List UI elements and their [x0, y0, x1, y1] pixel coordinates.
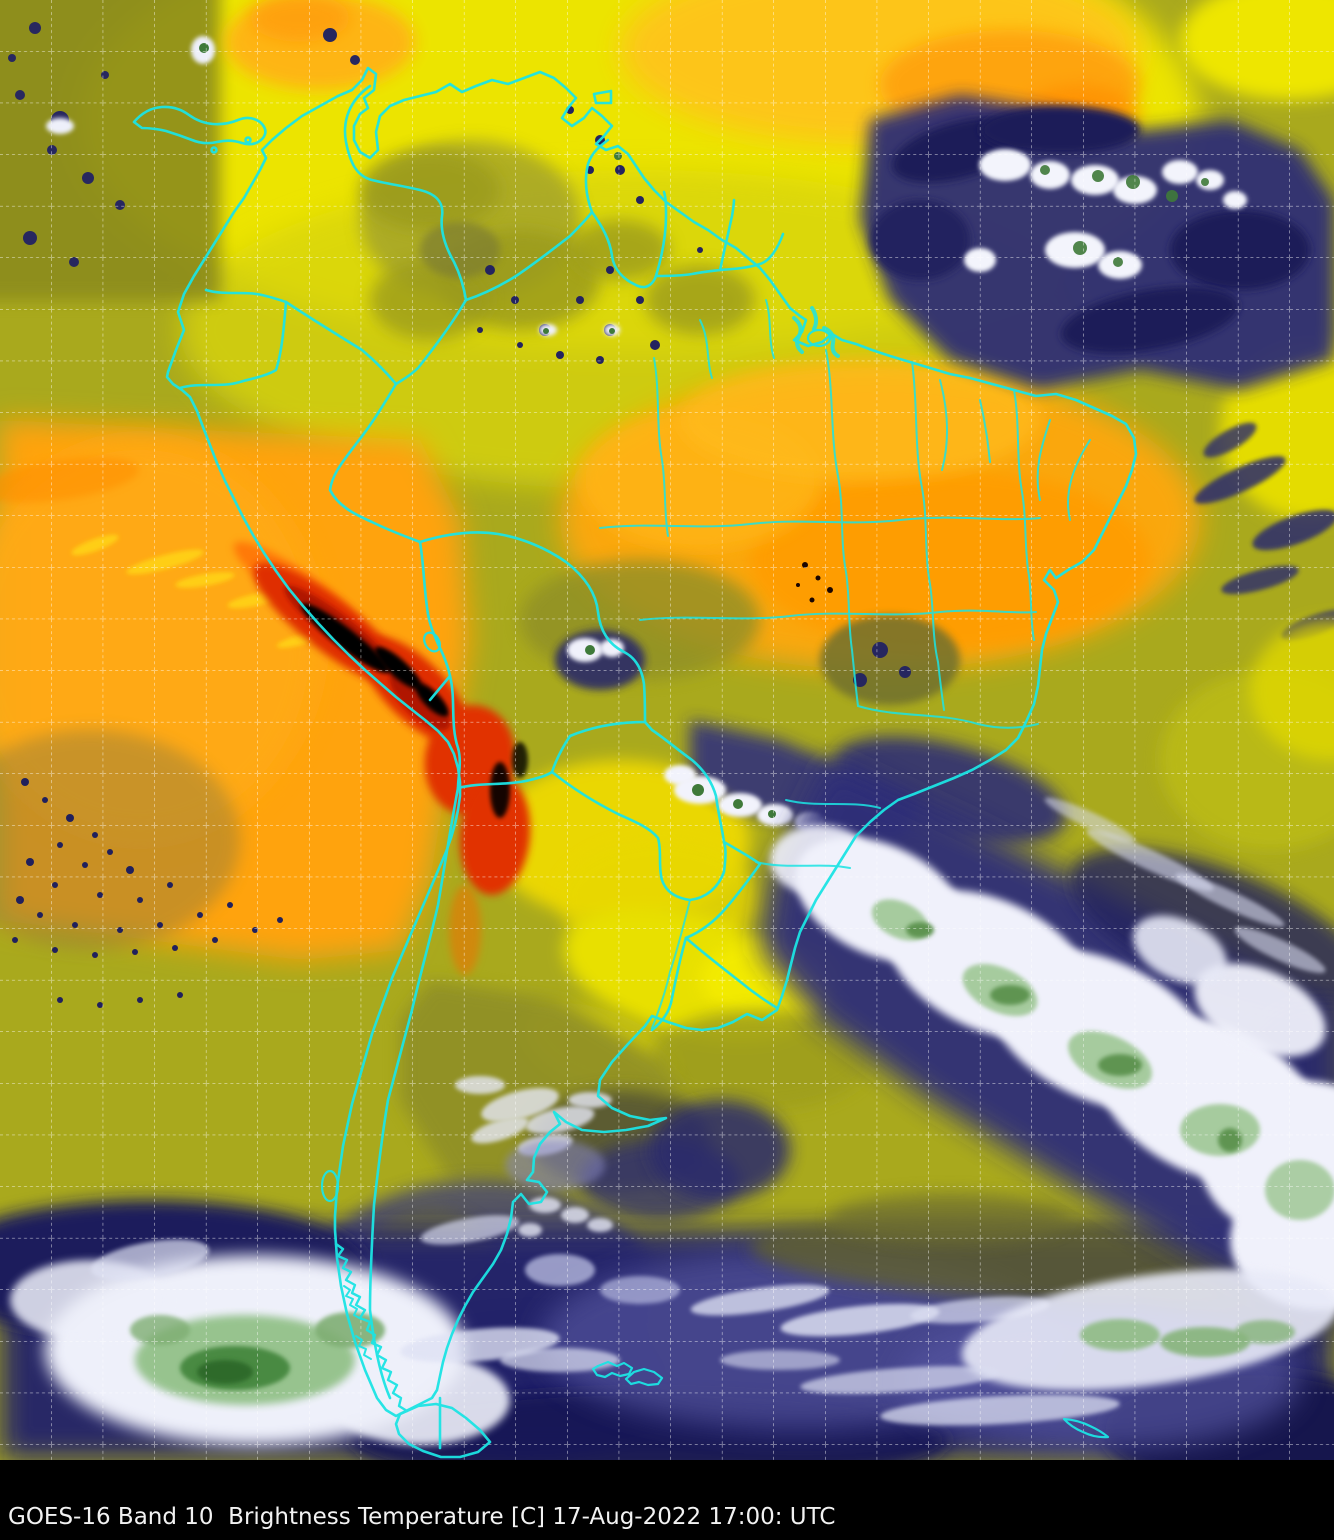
tierra-del-fuego-outline — [394, 1402, 492, 1459]
falkland-islands — [591, 1360, 664, 1387]
lake-titicaca — [423, 631, 441, 653]
brazil-state-borders — [599, 299, 1091, 869]
chiloe-island — [320, 1169, 340, 1203]
satellite-map — [0, 0, 1334, 1460]
south-america-coastline — [165, 66, 1138, 1418]
satellite-image — [0, 0, 1334, 1460]
latlon-grid — [0, 0, 1334, 1460]
amazon-mouth — [792, 306, 840, 358]
country-borders — [132, 66, 1138, 1459]
chilean-fjords — [334, 1242, 409, 1413]
caption-bar: GOES-16 Band 10 Brightness Temperature [… — [0, 1460, 1334, 1540]
south-georgia — [1062, 1417, 1110, 1439]
caption-text: GOES-16 Band 10 Brightness Temperature [… — [8, 1504, 836, 1530]
trinidad-outline — [592, 89, 613, 105]
panama-coast — [132, 105, 267, 146]
